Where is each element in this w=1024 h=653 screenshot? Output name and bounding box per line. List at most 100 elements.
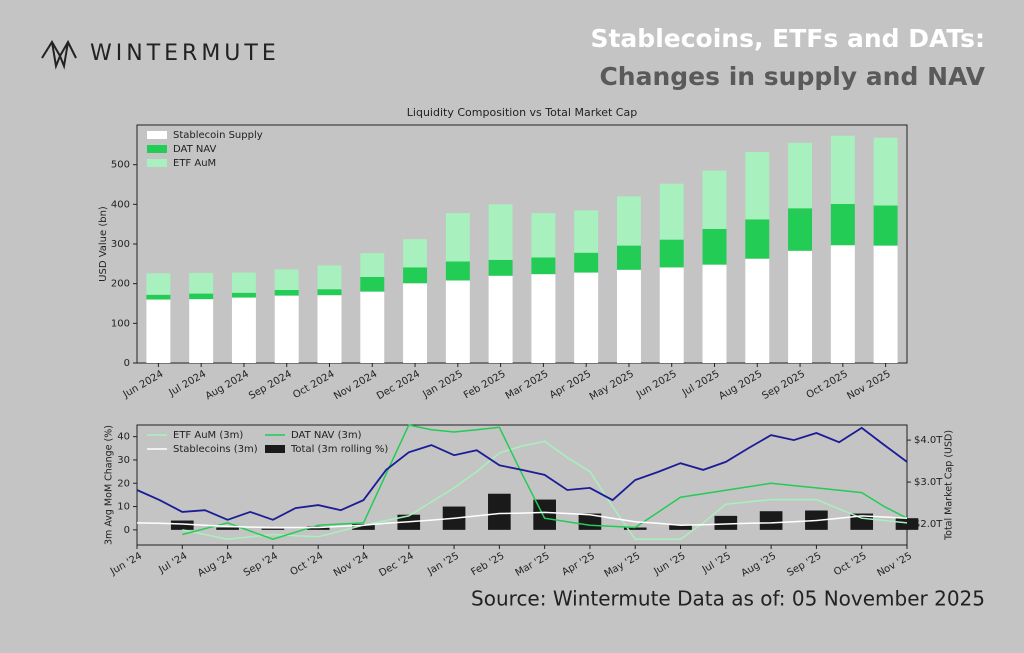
bar-segment — [360, 253, 385, 277]
bar — [170, 520, 194, 530]
y-tick-label: 20 — [117, 478, 130, 489]
line — [182, 424, 908, 540]
line — [136, 511, 908, 529]
y-tick-label: 0 — [124, 358, 130, 369]
bar-segment — [702, 228, 727, 265]
y-axis-label: 3m Avg MoM Change (%) — [104, 425, 115, 545]
bar-segment — [574, 272, 599, 363]
bar — [352, 524, 375, 530]
bar-segment — [274, 295, 299, 363]
bar-segment — [274, 269, 299, 291]
bar-segment — [189, 272, 214, 294]
subtitle: Changes in supply and NAV — [599, 62, 985, 91]
bar-segment — [788, 250, 813, 363]
bar-segment — [830, 135, 855, 204]
y2-axis-label: Total Market Cap (USD) — [944, 430, 955, 541]
y-tick-label: 400 — [111, 199, 130, 210]
bar-segment — [488, 259, 513, 276]
bar-segment — [616, 196, 641, 246]
line — [182, 440, 908, 540]
plot-frame — [136, 424, 908, 546]
source: Source: Wintermute Data as of: 05 Novemb… — [471, 587, 985, 611]
bar-segment — [317, 265, 342, 290]
legend-label: Stablecoin Supply — [173, 130, 263, 141]
chart-title: Liquidity Composition vs Total Market Ca… — [407, 106, 637, 119]
bar-segment — [231, 272, 256, 293]
bar-segment — [531, 257, 556, 275]
bar-segment — [488, 204, 513, 260]
bar-segment — [745, 219, 770, 259]
bar-segment — [616, 245, 641, 270]
bar-segment — [403, 283, 428, 363]
bar-segment — [788, 142, 813, 209]
bar-segment — [659, 267, 684, 363]
legend-swatch — [147, 159, 167, 167]
bar — [669, 525, 692, 530]
bar — [261, 528, 285, 530]
bar-segment — [873, 137, 898, 206]
y2-tick-label: $2.0T — [914, 519, 943, 530]
y-tick-label: 30 — [117, 455, 130, 466]
bar-segment — [531, 213, 556, 258]
bar-segment — [274, 290, 299, 296]
bar-segment — [659, 239, 684, 268]
bar-segment — [146, 273, 171, 295]
bar-segment — [873, 205, 898, 246]
y-axis-label: USD Value (bn) — [98, 206, 109, 282]
logo-icon — [41, 39, 77, 70]
y-tick-label: 500 — [111, 160, 130, 171]
bar — [850, 513, 874, 530]
bar-segment — [616, 269, 641, 363]
bar — [623, 527, 647, 530]
legend-label: DAT NAV (3m) — [291, 430, 362, 441]
bar-segment — [403, 267, 428, 284]
bar-segment — [231, 297, 256, 363]
y-tick-label: 300 — [111, 239, 130, 250]
bar-segment — [189, 293, 214, 300]
bar — [759, 511, 783, 530]
legend-label: ETF AuM — [173, 158, 216, 169]
bar-segment — [830, 203, 855, 246]
market-cap-line — [136, 426, 908, 521]
bar-segment — [830, 245, 855, 363]
bar — [216, 527, 239, 530]
bar-segment — [745, 151, 770, 220]
legend-label: Total (3m rolling %) — [290, 444, 388, 455]
bar-segment — [659, 183, 684, 240]
y2-tick-label: $4.0T — [914, 435, 943, 446]
logo-text: WINTERMUTE — [90, 41, 280, 66]
bar — [714, 515, 738, 530]
bar-segment — [574, 210, 599, 253]
title: Stablecoins, ETFs and DATs: — [590, 24, 985, 53]
bar-segment — [702, 264, 727, 363]
legend-swatch — [265, 445, 285, 453]
bar-segment — [574, 252, 599, 273]
legend-swatch — [147, 131, 167, 139]
bar-segment — [531, 274, 556, 363]
legend-label: ETF AuM (3m) — [173, 430, 243, 441]
bar-segment — [360, 276, 385, 292]
bar-segment — [445, 213, 470, 262]
legend-swatch — [147, 145, 167, 153]
bar-segment — [231, 292, 256, 298]
bar-segment — [702, 170, 727, 229]
bar-segment — [360, 291, 385, 363]
y-tick-label: 200 — [111, 279, 130, 290]
bar-segment — [445, 261, 470, 281]
bar-segment — [189, 299, 214, 363]
y-tick-label: 10 — [117, 502, 130, 513]
bar-segment — [788, 208, 813, 251]
bar-segment — [873, 245, 898, 363]
y-tick-label: 0 — [124, 525, 130, 536]
y-tick-label: 100 — [111, 318, 130, 329]
bar-segment — [445, 280, 470, 363]
bar-segment — [745, 258, 770, 363]
y-tick-label: 40 — [117, 432, 130, 443]
bar-segment — [146, 299, 171, 363]
bar-segment — [317, 289, 342, 296]
legend-label: Stablecoins (3m) — [173, 444, 258, 455]
bar-segment — [317, 295, 342, 363]
bar-segment — [403, 239, 428, 268]
bar-segment — [488, 275, 513, 363]
